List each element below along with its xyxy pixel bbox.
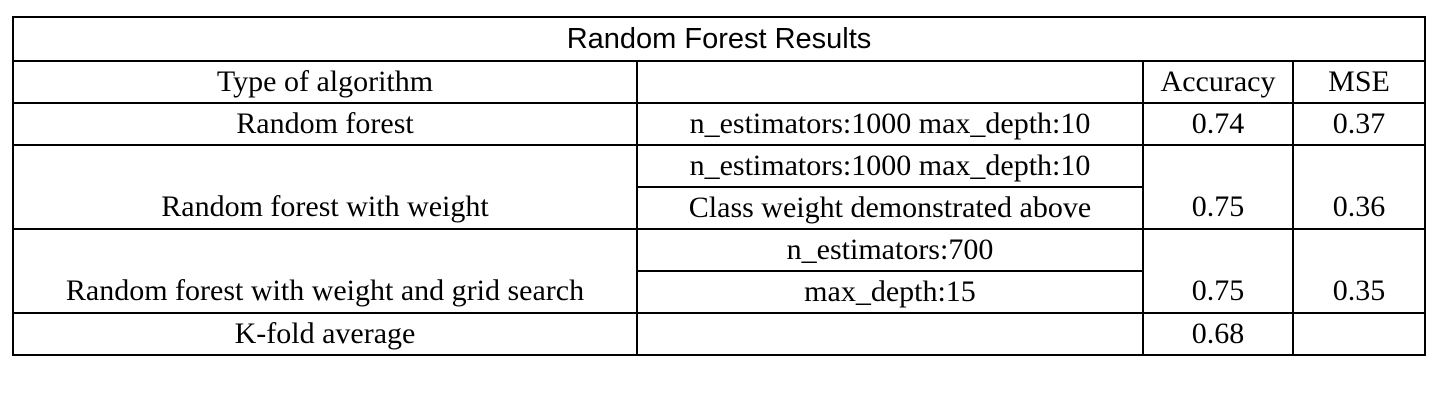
results-table: Random Forest Results Type of algorithm … [12,16,1426,356]
table-row-continued: max_depth:15 [13,270,1425,314]
row-params: n_estimators:1000 max_depth:10 [636,144,1144,188]
header-row: Type of algorithm Accuracy MSE [12,60,1426,104]
header-accuracy: Accuracy [1142,60,1294,104]
row-params: Class weight demonstrated above [636,186,1144,230]
row-accuracy: 0.68 [1142,312,1294,356]
row-params: n_estimators:700 [636,228,1144,272]
table-row: Random forest n_estimators:1000 max_dept… [12,102,1426,146]
row-params: max_depth:15 [636,270,1144,314]
row-type: K-fold average [12,312,638,356]
row-type: Random forest [12,102,638,146]
row-type: Random forest with weight and grid searc… [12,228,638,314]
row-accuracy: 0.74 [1142,102,1294,146]
row-mse: 0.37 [1292,102,1426,146]
row-accuracy: 0.75 [1142,144,1294,230]
row-accuracy: 0.75 [1142,228,1294,314]
table-row: K-fold average 0.68 [12,312,1426,356]
header-type: Type of algorithm [12,60,638,104]
title-row: Random Forest Results [12,16,1426,62]
row-params: n_estimators:1000 max_depth:10 [636,102,1144,146]
row-mse: 0.36 [1292,144,1426,230]
table-title: Random Forest Results [12,16,1426,62]
table-row-continued: Class weight demonstrated above [13,186,1425,230]
row-params [636,312,1144,356]
table-row: Random forest with weight n_estimators:1… [12,144,1426,230]
row-mse: 0.35 [1292,228,1426,314]
row-mse [1292,312,1426,356]
table-row: Random forest with weight and grid searc… [12,228,1426,314]
header-params [636,60,1144,104]
row-type: Random forest with weight [12,144,638,230]
header-mse: MSE [1292,60,1426,104]
